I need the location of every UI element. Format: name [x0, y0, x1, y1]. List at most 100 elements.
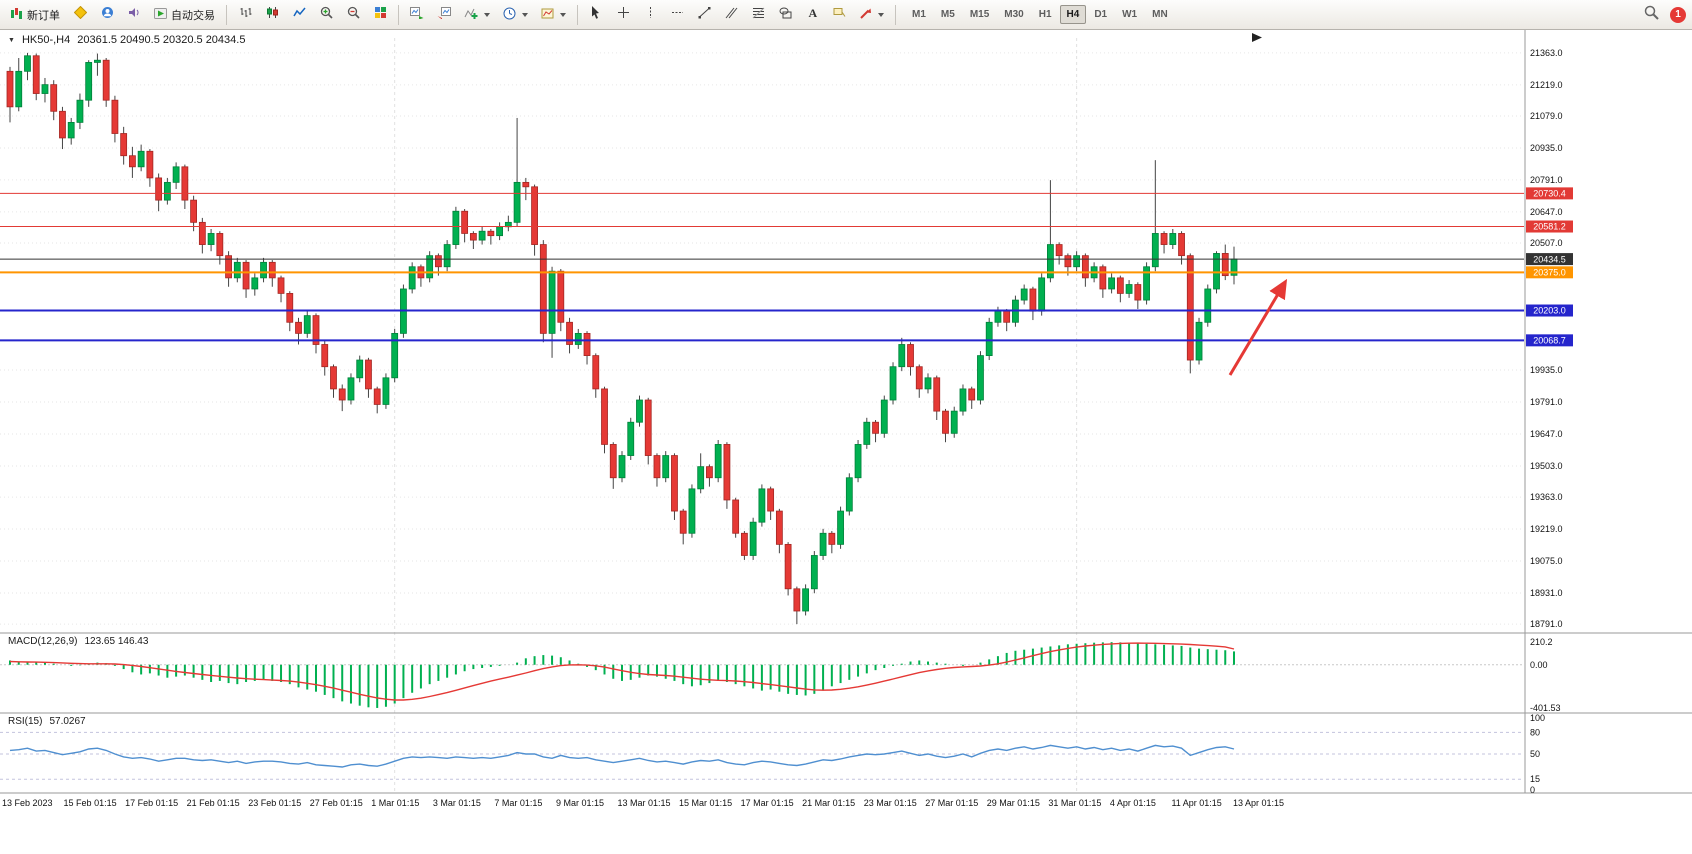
timeframe-button-w1[interactable]: W1 [1122, 9, 1138, 20]
candle [959, 388, 967, 412]
horizontal-line-button[interactable] [664, 3, 690, 27]
candle [163, 181, 171, 201]
candle [181, 166, 189, 201]
shapes-icon [779, 6, 792, 24]
market-button[interactable] [94, 3, 120, 27]
collapse-icon[interactable]: ▼ [8, 36, 15, 44]
candle [845, 477, 853, 512]
candle [749, 521, 757, 556]
svg-text:1 Mar 01:15: 1 Mar 01:15 [371, 798, 419, 808]
candle [128, 155, 136, 168]
candle [1073, 255, 1081, 268]
vertical-line-button[interactable] [637, 3, 663, 27]
candle [1134, 284, 1142, 301]
candle [268, 261, 276, 279]
candle [365, 359, 372, 390]
signals-button[interactable] [121, 3, 147, 27]
rsi-title: RSI(15) [8, 716, 43, 727]
text-label-button[interactable] [826, 3, 852, 27]
svg-text:18931.0: 18931.0 [1530, 588, 1563, 598]
candle [15, 70, 23, 108]
candle [32, 55, 40, 94]
zoom-in-button[interactable] [313, 3, 339, 27]
channel-icon [725, 6, 738, 24]
candle [915, 366, 923, 390]
chart-shift-button[interactable] [431, 3, 457, 27]
candle [522, 181, 530, 188]
price-chart-svg[interactable]: 21363.0 21219.0 21079.0 20935.0 20791.0 20647… [0, 30, 1692, 854]
candle [1178, 233, 1185, 257]
candlestick-chart-button[interactable] [259, 3, 285, 27]
timeframe-button-m30[interactable]: M30 [1004, 9, 1024, 20]
timeframe-button-d1[interactable]: D1 [1094, 9, 1108, 20]
cursor-button[interactable] [583, 3, 609, 27]
candle [583, 332, 591, 356]
bar-chart-button[interactable] [232, 3, 258, 27]
candle [662, 455, 670, 479]
toolbar: 新订单 自动交易 A M1 M5 M15 M30 H1 H4 D1 W1 MN 1 [0, 0, 1692, 30]
candle [391, 332, 399, 379]
dropdown-caret [878, 12, 884, 17]
candle [828, 532, 836, 545]
candle [1081, 255, 1089, 279]
bar-chart-icon [239, 6, 252, 24]
svg-text:50: 50 [1530, 749, 1540, 759]
svg-text:18791.0: 18791.0 [1530, 619, 1563, 629]
rsi-panel: 100 80 50 150 [0, 713, 1545, 795]
candle [233, 261, 241, 279]
crosshair-button[interactable] [610, 3, 636, 27]
candle [513, 181, 521, 223]
candle [373, 388, 381, 405]
timeframe-button-m15[interactable]: M15 [969, 9, 990, 20]
vertical-line-icon [644, 6, 657, 24]
metaeditor-button[interactable] [67, 3, 93, 27]
candle [478, 230, 486, 241]
timeframe-button-h4[interactable]: H4 [1059, 5, 1087, 24]
svg-text:27 Feb 01:15: 27 Feb 01:15 [310, 798, 363, 808]
svg-text:19363.0: 19363.0 [1530, 492, 1563, 502]
candle [819, 532, 827, 556]
tile-windows-button[interactable] [367, 3, 393, 27]
arrows-button[interactable] [853, 1, 890, 29]
svg-text:0: 0 [1530, 785, 1535, 795]
shapes-button[interactable] [772, 3, 798, 27]
new-order-button[interactable]: 新订单 [4, 1, 66, 29]
candle [24, 55, 31, 72]
arrows-icon [859, 7, 872, 23]
candle [1108, 277, 1115, 290]
candle [863, 421, 871, 445]
zoom-out-button[interactable] [340, 3, 366, 27]
auto-scroll-button[interactable] [404, 3, 430, 27]
autotrading-button[interactable]: 自动交易 [148, 1, 221, 29]
line-chart-button[interactable] [286, 3, 312, 27]
candle [50, 84, 58, 112]
candle [1221, 253, 1229, 277]
rsi-line [9, 744, 1235, 768]
fibonacci-button[interactable] [745, 3, 771, 27]
svg-text:13 Feb 2023: 13 Feb 2023 [2, 798, 53, 808]
candle [697, 466, 705, 490]
text-button[interactable]: A [799, 3, 825, 27]
periods-clock-icon [503, 7, 516, 23]
channel-button[interactable] [718, 3, 744, 27]
svg-text:13 Apr 01:15: 13 Apr 01:15 [1233, 798, 1284, 808]
candle [59, 110, 66, 139]
candle [688, 488, 696, 534]
timeframe-buttons: M1 M5 M15 M30 H1 H4 D1 W1 MN [905, 5, 1175, 24]
candle [531, 186, 538, 245]
ohlc-values: 20361.5 20490.5 20320.5 20434.5 [77, 34, 246, 46]
notification-badge[interactable]: 1 [1670, 6, 1686, 23]
timeframe-button-m5[interactable]: M5 [940, 9, 955, 20]
periods-button[interactable] [497, 1, 534, 29]
templates-button[interactable] [535, 1, 572, 29]
timeframe-button-h1[interactable]: H1 [1038, 9, 1052, 20]
chart-area[interactable]: 21363.0 21219.0 21079.0 20935.0 20791.0 20647… [0, 30, 1692, 854]
search-button[interactable] [1638, 3, 1664, 27]
svg-text:-401.53: -401.53 [1530, 703, 1561, 713]
candle [889, 366, 897, 401]
timeframe-button-mn[interactable]: MN [1152, 9, 1168, 20]
trendline-button[interactable] [691, 3, 717, 27]
indicators-button[interactable] [458, 1, 496, 29]
candle [557, 270, 565, 323]
timeframe-button-m1[interactable]: M1 [912, 9, 926, 20]
